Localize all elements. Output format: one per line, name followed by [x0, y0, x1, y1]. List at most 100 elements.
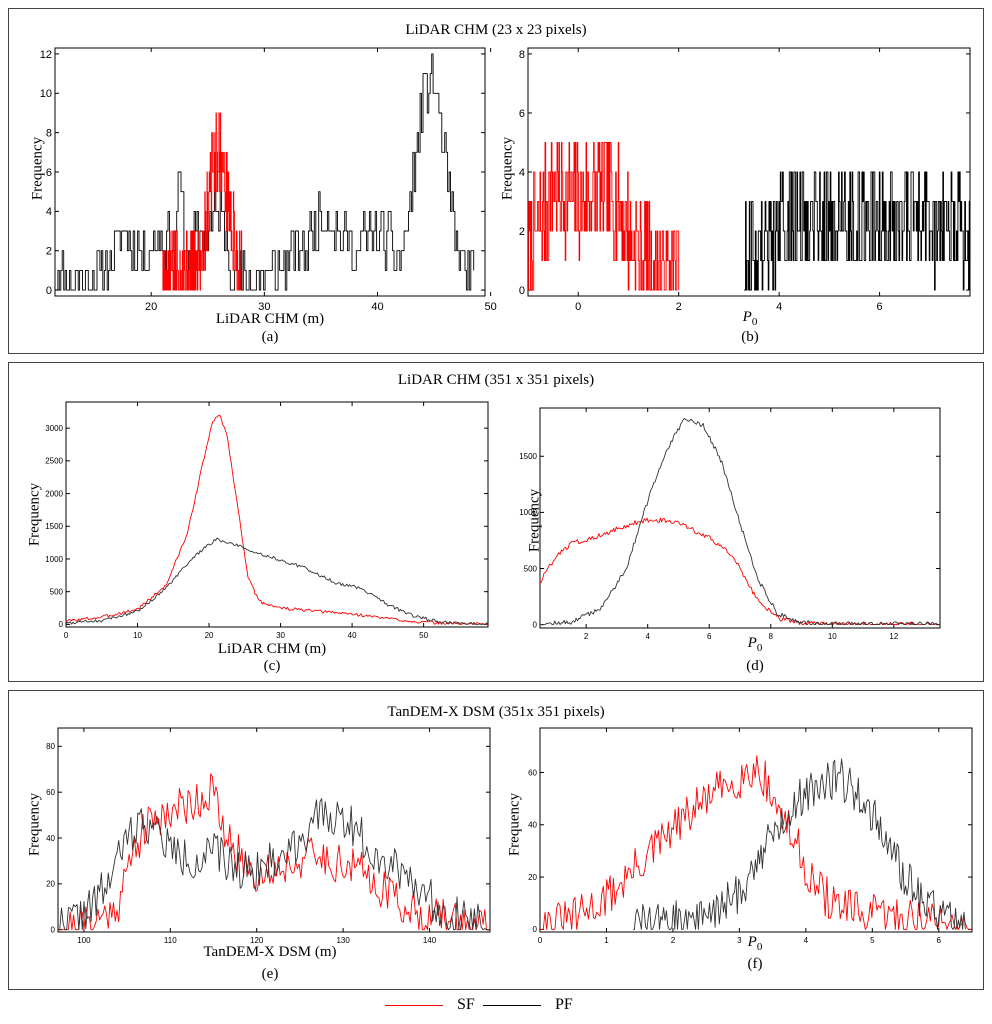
chart-e-series-pf	[58, 798, 490, 931]
chart-d-ylabel: Frequency	[526, 488, 543, 553]
chart-b-xtick-label: 2	[676, 301, 682, 313]
chart-b-xlabel: P0	[700, 309, 800, 328]
chart-f-ytick-label: 60	[528, 768, 537, 777]
chart-b-xtick-label: 4	[776, 301, 782, 313]
chart-c-ytick-label: 3000	[45, 424, 63, 433]
chart-d: 2 4 6 8 10 12 0 500 1000 1500	[519, 407, 941, 641]
chart-d-label: (d)	[746, 658, 764, 674]
chart-b-ytick-label: 0	[519, 285, 525, 297]
chart-b-series-pf	[744, 171, 971, 291]
chart-c-series-pf	[65, 537, 489, 625]
chart-d-xtick-label: 2	[584, 632, 589, 641]
chart-f-ylabel: Frequency	[506, 792, 523, 857]
chart-f-ytick-label: 0	[533, 925, 538, 934]
chart-d-frame	[539, 407, 941, 629]
chart-f-xlabel-sub: 0	[756, 941, 763, 953]
chart-c-ytick-label: 1500	[45, 522, 63, 531]
chart-a-ytick-label: 4	[46, 206, 52, 218]
chart-d-xtick-label: 8	[769, 632, 774, 641]
chart-c-frame	[65, 401, 489, 628]
chart-e-xlabel: TanDEM-X DSM (m)	[203, 944, 337, 960]
chart-b-xtick-label: 6	[877, 301, 883, 313]
chart-c-label: (c)	[263, 658, 281, 674]
chart-f-xtick-label: 3	[737, 936, 742, 945]
chart-f-xlabel: P0	[705, 934, 805, 953]
chart-f-xlabel-symbol: P	[747, 934, 757, 950]
legend: SF PF	[0, 996, 992, 1020]
chart-d-ytick-label: 1000	[519, 508, 537, 517]
chart-a-xtick-label: 50	[485, 301, 497, 313]
chart-c-ytick-label: 0	[59, 620, 64, 629]
chart-b-xlabel-symbol: P	[742, 309, 752, 325]
chart-a-xtick-label: 30	[258, 301, 270, 313]
chart-a-ytick-label: 10	[40, 88, 52, 100]
chart-b-ylabel: Frequency	[499, 136, 516, 201]
chart-b-xtick-label: 0	[575, 301, 581, 313]
legend-label-sf: SF	[457, 996, 475, 1013]
chart-d-xtick-label: 12	[889, 632, 898, 641]
chart-f-frame	[539, 727, 973, 933]
chart-b-ytick-label: 6	[519, 108, 525, 120]
chart-f-xtick-label: 1	[604, 936, 609, 945]
chart-b-xlabel-sub: 0	[751, 316, 758, 328]
panel-3-title: TanDEM-X DSM (351x 351 pixels)	[387, 704, 605, 720]
chart-e-xtick-label: 130	[336, 936, 350, 945]
legend-swatch-pf	[483, 1004, 541, 1006]
chart-f-xtick-label: 5	[870, 936, 875, 945]
chart-a-ytick-label: 8	[46, 127, 52, 139]
chart-a-xtick-label: 20	[145, 301, 157, 313]
chart-c-xtick-label: 50	[419, 631, 428, 640]
chart-f-label: (f)	[747, 956, 763, 972]
panel-2-frame	[8, 362, 984, 682]
panel-1-title: LiDAR CHM (23 x 23 pixels)	[405, 22, 587, 38]
chart-c-ytick-label: 2000	[45, 489, 63, 498]
chart-a-frame	[54, 47, 486, 297]
chart-d-xtick-label: 10	[828, 632, 837, 641]
chart-d-series-sf	[539, 517, 940, 626]
chart-a-ylabel: Frequency	[29, 136, 46, 201]
chart-a-ytick-label: 2	[46, 246, 52, 258]
legend-swatch-sf	[385, 1004, 443, 1006]
chart-a-ytick-label: 0	[46, 285, 52, 297]
chart-e-ytick-label: 20	[46, 880, 55, 889]
chart-e-ylabel: Frequency	[26, 792, 43, 857]
chart-c-series-sf	[65, 414, 488, 625]
legend-item-pf: PF	[483, 996, 573, 1014]
chart-c-ytick-label: 2500	[45, 457, 63, 466]
chart-a-series-pf	[55, 53, 475, 291]
chart-d-ytick-label: 500	[524, 564, 538, 573]
chart-b: 0 2 4 6 0 2 4 6 8	[519, 47, 971, 313]
chart-f-ytick-label: 40	[528, 821, 537, 830]
chart-d-xtick-label: 4	[645, 632, 650, 641]
chart-e-series-sf	[58, 773, 490, 931]
chart-a-series-sf	[162, 112, 243, 291]
chart-d-xlabel: P0	[705, 635, 805, 654]
chart-d-series-pf	[540, 418, 941, 626]
chart-a-ytick-label: 12	[40, 49, 52, 61]
chart-c-xlabel: LiDAR CHM (m)	[217, 641, 327, 657]
chart-e-ytick-label: 60	[46, 788, 55, 797]
chart-e-xtick-label: 110	[164, 936, 177, 945]
chart-e-ytick-label: 80	[46, 742, 55, 751]
chart-b-ytick-label: 4	[519, 167, 525, 179]
chart-a-xlabel: LiDAR CHM (m)	[215, 311, 325, 327]
legend-label-pf: PF	[555, 996, 573, 1013]
chart-c-ylabel: Frequency	[26, 482, 43, 547]
chart-e-xtick-label: 100	[77, 936, 91, 945]
chart-a-label: (a)	[261, 329, 279, 345]
chart-e: 100 110 120 130 140 0 20 40 60 80	[46, 727, 491, 945]
chart-f-series-pf	[633, 758, 966, 930]
chart-c-xtick-label: 10	[133, 631, 142, 640]
chart-b-ytick-label: 2	[519, 226, 525, 238]
chart-f-xtick-label: 6	[937, 936, 942, 945]
chart-c-xtick-label: 20	[205, 631, 214, 640]
chart-e-ytick-label: 40	[46, 834, 55, 843]
chart-e-label: (e)	[261, 966, 279, 982]
chart-b-label: (b)	[741, 329, 759, 345]
panel-2-title: LiDAR CHM (351 x 351 pixels)	[397, 372, 595, 388]
chart-d-ytick-label: 0	[533, 620, 538, 629]
chart-c-ytick-label: 500	[50, 587, 64, 596]
chart-e-xtick-label: 140	[423, 936, 437, 945]
